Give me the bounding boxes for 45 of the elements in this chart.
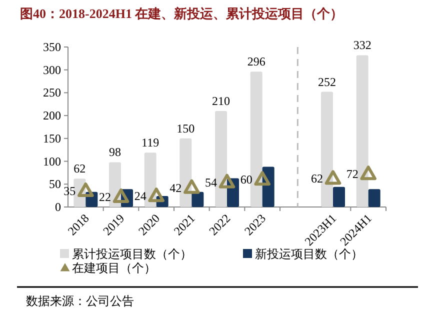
point [218, 174, 236, 188]
bar [368, 189, 380, 207]
data-label: 24 [134, 189, 146, 204]
point [112, 188, 130, 203]
y-tick-label: 0 [55, 200, 61, 214]
legend-label: 在建项目（个） [72, 261, 156, 275]
bar [180, 138, 192, 207]
data-label: 54 [205, 175, 217, 190]
bar [215, 111, 227, 207]
data-label: 332 [353, 38, 372, 52]
bar [333, 186, 345, 207]
source-note: 数据来源：公司公告 [26, 294, 134, 308]
data-label: 42 [170, 180, 182, 195]
y-tick-label: 350 [43, 40, 61, 54]
y-tick-label: 100 [43, 154, 61, 168]
data-label: 296 [247, 54, 266, 69]
point [254, 171, 270, 186]
point [148, 188, 164, 202]
point [360, 166, 376, 180]
y-tick-label: 300 [43, 62, 61, 77]
point [324, 170, 342, 185]
bar [321, 92, 333, 207]
y-tick-label: 50 [49, 177, 61, 192]
y-tick-label: 200 [43, 108, 61, 123]
point [184, 179, 200, 194]
bar [250, 72, 262, 207]
data-label: 98 [109, 145, 121, 160]
y-tick-label: 250 [43, 86, 61, 100]
data-label: 62 [74, 162, 86, 176]
data-label: 35 [64, 184, 76, 198]
bar [192, 192, 204, 207]
chart-title: 图40：2018-2024H1 在建、新投运、累计投运项目（个） [20, 6, 344, 21]
data-label: 252 [318, 74, 336, 89]
bar [356, 55, 368, 207]
data-label: 22 [99, 190, 111, 204]
data-label: 210 [212, 94, 230, 108]
data-label: 62 [311, 172, 323, 186]
data-label: 119 [142, 136, 160, 150]
legend-label: 新投运项目数（个） [255, 247, 363, 261]
point [78, 182, 94, 198]
legend-label: 累计投运项目数（个） [72, 247, 192, 261]
y-tick-label: 150 [43, 131, 61, 146]
data-label: 150 [176, 121, 195, 136]
data-label: 72 [346, 167, 358, 182]
data-label: 60 [240, 172, 252, 187]
